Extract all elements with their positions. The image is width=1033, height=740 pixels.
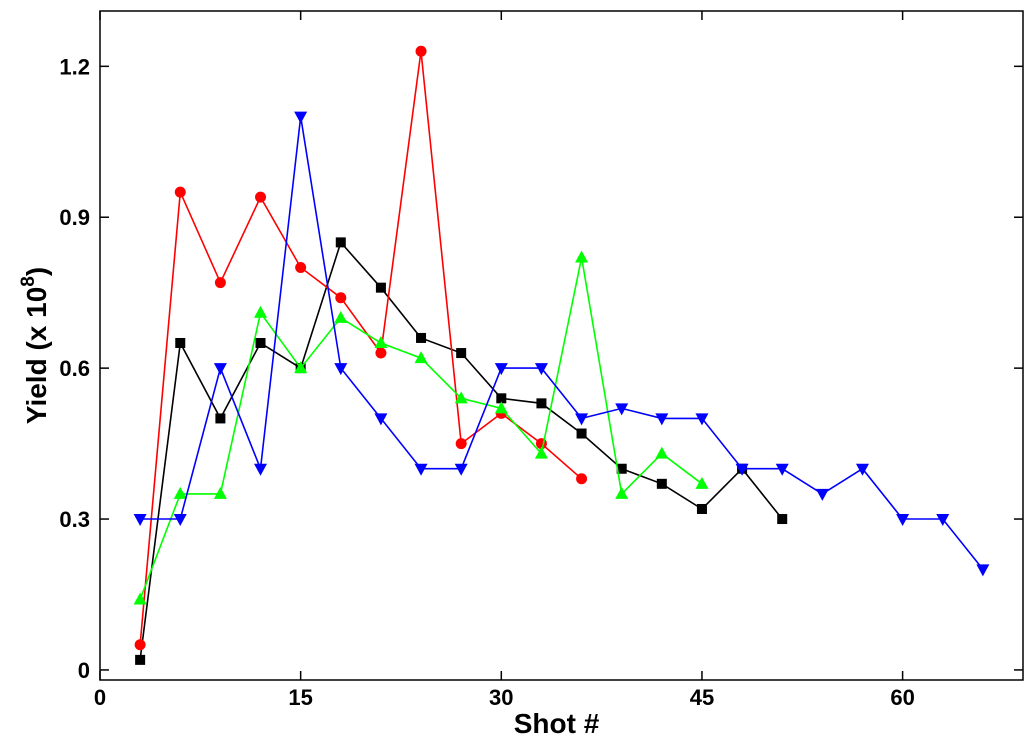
- series-3-point: [254, 305, 268, 318]
- series-3-point: [334, 310, 348, 323]
- series-1-point: [696, 503, 707, 514]
- series-4-point: [575, 413, 589, 426]
- series-4-point: [936, 514, 950, 527]
- series-4-line: [140, 116, 984, 570]
- series-1-point: [576, 428, 587, 439]
- series-1-point: [416, 332, 427, 343]
- series-3-point: [615, 486, 629, 499]
- series-3: [133, 250, 709, 605]
- series-3-point: [213, 486, 227, 499]
- series-4-point: [815, 488, 829, 501]
- y-tick-label: 1.2: [59, 54, 90, 79]
- axis-ticks: [99, 11, 1023, 680]
- x-tick-label: 30: [489, 685, 513, 710]
- series-3-point: [294, 361, 308, 374]
- series-2-point: [576, 473, 588, 485]
- series-2: [134, 45, 588, 651]
- series-3-point: [454, 391, 468, 404]
- series-3-point: [133, 592, 147, 605]
- series-1-point: [335, 237, 346, 248]
- series-1-line: [139, 240, 783, 661]
- series-1-point: [496, 393, 507, 404]
- series-4-point: [735, 463, 749, 476]
- series-2-point: [134, 639, 146, 651]
- series-1-point: [536, 398, 547, 409]
- series-3-point: [173, 486, 187, 499]
- x-axis-label: Shot #: [514, 708, 600, 739]
- y-tick-label: 0.3: [59, 507, 90, 532]
- series-4-point: [855, 463, 869, 476]
- series-1-point: [175, 337, 186, 348]
- series-1-point: [656, 478, 667, 489]
- series-4-point: [414, 463, 428, 476]
- series-4-point: [334, 363, 348, 376]
- y-tick-label: 0.9: [59, 205, 90, 230]
- series-4-point: [213, 363, 227, 376]
- y-axis-label-prefix: Yield (x 10: [21, 287, 52, 424]
- series-4-point: [655, 413, 669, 426]
- series-1-point: [215, 413, 226, 424]
- axis-tick-labels: 0 15 30 45 60 0 0.3 0.6 0.9 1.2: [59, 54, 914, 710]
- series-4-point: [775, 463, 789, 476]
- series-layer: [133, 45, 990, 665]
- series-4-point: [454, 463, 468, 476]
- series-3-point: [534, 446, 548, 459]
- series-2-point: [415, 45, 427, 57]
- series-3-point: [575, 250, 589, 263]
- series-4-point: [494, 363, 508, 376]
- series-4-point: [254, 463, 268, 476]
- series-2-point: [255, 191, 267, 203]
- series-2-point: [455, 438, 467, 450]
- series-1-point: [375, 282, 386, 293]
- series-4-point: [615, 403, 629, 416]
- series-1-point: [456, 348, 467, 359]
- series-1-point: [616, 463, 627, 474]
- series-4-point: [695, 413, 709, 426]
- series-3-point: [655, 446, 669, 459]
- x-tick-label: 45: [690, 685, 714, 710]
- series-4-point: [294, 111, 308, 124]
- series-4-point: [133, 514, 147, 527]
- series-1-point: [255, 337, 266, 348]
- y-axis-label-suffix: ): [21, 267, 52, 276]
- x-tick-label: 15: [288, 685, 312, 710]
- x-tick-label: 60: [890, 685, 914, 710]
- series-3-point: [695, 476, 709, 489]
- series-3-point: [414, 351, 428, 364]
- y-tick-label: 0.6: [59, 356, 90, 381]
- series-4-point: [534, 363, 548, 376]
- plot-area-frame: [99, 10, 1024, 681]
- series-1-point: [777, 514, 788, 525]
- series-4: [133, 111, 990, 577]
- series-3-line: [139, 257, 703, 600]
- series-3-point: [374, 335, 388, 348]
- x-tick-label: 0: [94, 685, 106, 710]
- series-4-point: [173, 514, 187, 527]
- series-2-point: [335, 292, 347, 304]
- series-3-point: [494, 401, 508, 414]
- series-2-point: [375, 347, 387, 359]
- series-2-point: [295, 262, 307, 274]
- series-2-point: [174, 186, 186, 198]
- series-4-point: [374, 413, 388, 426]
- series-4-point: [976, 564, 990, 577]
- series-4-point: [896, 514, 910, 527]
- y-axis-label-superscript: 8: [18, 276, 39, 287]
- series-1-point: [135, 654, 146, 665]
- y-axis-label: Yield (x 108): [18, 267, 52, 424]
- series-1: [135, 237, 788, 665]
- series-2-point: [214, 277, 226, 289]
- series-2-line: [139, 51, 583, 645]
- y-tick-label: 0: [78, 658, 90, 683]
